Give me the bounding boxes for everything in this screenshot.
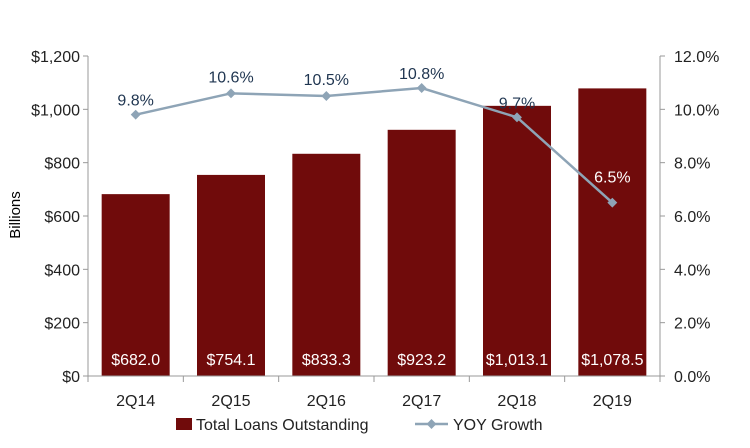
line-data-label: 10.6% bbox=[208, 69, 253, 86]
legend: Total Loans Outstanding YOY Growth bbox=[176, 417, 543, 434]
bar bbox=[483, 105, 551, 376]
bar bbox=[197, 174, 265, 376]
yoy-growth-line bbox=[135, 86, 614, 204]
legend-swatch-bars bbox=[176, 418, 192, 430]
right-tick-label: 2.0% bbox=[674, 316, 710, 333]
bar bbox=[101, 194, 170, 376]
left-tick-label: $1,200 bbox=[31, 49, 80, 66]
y-axis-label: Billions bbox=[7, 191, 24, 239]
bar bbox=[387, 129, 456, 376]
bar-label: $833.3 bbox=[302, 352, 351, 369]
line-data-label: 6.5% bbox=[594, 170, 630, 187]
bar-label: $1,013.1 bbox=[486, 352, 548, 369]
line-point bbox=[512, 112, 522, 123]
bar bbox=[292, 153, 361, 376]
legend-marker-line bbox=[426, 419, 437, 429]
left-tick-label: $600 bbox=[44, 209, 80, 226]
right-axis-ticks: 0.0% 2.0% 4.0% 6.0% 8.0% 10.0% 12.0% bbox=[659, 49, 719, 386]
x-tick-label: 2Q15 bbox=[211, 393, 250, 410]
bar bbox=[578, 88, 647, 377]
line-point bbox=[130, 109, 141, 120]
line-point bbox=[321, 91, 332, 101]
line-data-label: 9.7% bbox=[499, 95, 535, 112]
left-tick-label: $200 bbox=[44, 316, 80, 333]
left-tick-label: $1,000 bbox=[31, 102, 80, 119]
line-data-label: 10.8% bbox=[399, 66, 444, 83]
right-tick-label: 12.0% bbox=[674, 49, 719, 66]
line-data-label: 9.8% bbox=[117, 93, 153, 110]
left-tick-label: $800 bbox=[44, 156, 80, 173]
left-axis-ticks: $0 $200 $400 $600 $800 $1,000 $1,200 bbox=[31, 49, 89, 386]
line-point bbox=[226, 88, 236, 99]
line-point bbox=[607, 197, 618, 208]
x-tick-label: 2Q19 bbox=[593, 393, 632, 410]
bar-series bbox=[101, 88, 647, 377]
x-tick-label: 2Q17 bbox=[402, 393, 441, 410]
x-tick-label: 2Q14 bbox=[116, 393, 155, 410]
bar-label: $754.1 bbox=[207, 352, 256, 369]
x-tick-label: 2Q18 bbox=[497, 393, 536, 410]
line-point bbox=[416, 83, 427, 93]
right-tick-label: 8.0% bbox=[674, 156, 710, 173]
line-data-label: 10.5% bbox=[304, 72, 349, 89]
left-tick-label: $400 bbox=[44, 262, 80, 279]
bar-data-labels: $682.0 $754.1 $833.3 $923.2 $1,013.1 $1,078.5 bbox=[111, 352, 643, 369]
right-tick-label: 4.0% bbox=[674, 262, 710, 279]
x-axis: 2Q14 2Q15 2Q16 2Q17 2Q18 2Q19 bbox=[87, 375, 661, 410]
legend-label-bars: Total Loans Outstanding bbox=[196, 417, 369, 434]
bar-label: $1,078.5 bbox=[581, 352, 643, 369]
right-tick-label: 6.0% bbox=[674, 209, 710, 226]
bar-label: $923.2 bbox=[397, 352, 446, 369]
right-tick-label: 0.0% bbox=[674, 369, 710, 386]
left-tick-label: $0 bbox=[62, 369, 80, 386]
legend-label-line: YOY Growth bbox=[453, 417, 543, 434]
bar-label: $682.0 bbox=[111, 352, 160, 369]
x-tick-label: 2Q16 bbox=[307, 393, 346, 410]
right-tick-label: 10.0% bbox=[674, 102, 719, 119]
line-series: 9.8% 10.6% 10.5% 10.8% 9.7% 6.5% bbox=[117, 66, 631, 208]
